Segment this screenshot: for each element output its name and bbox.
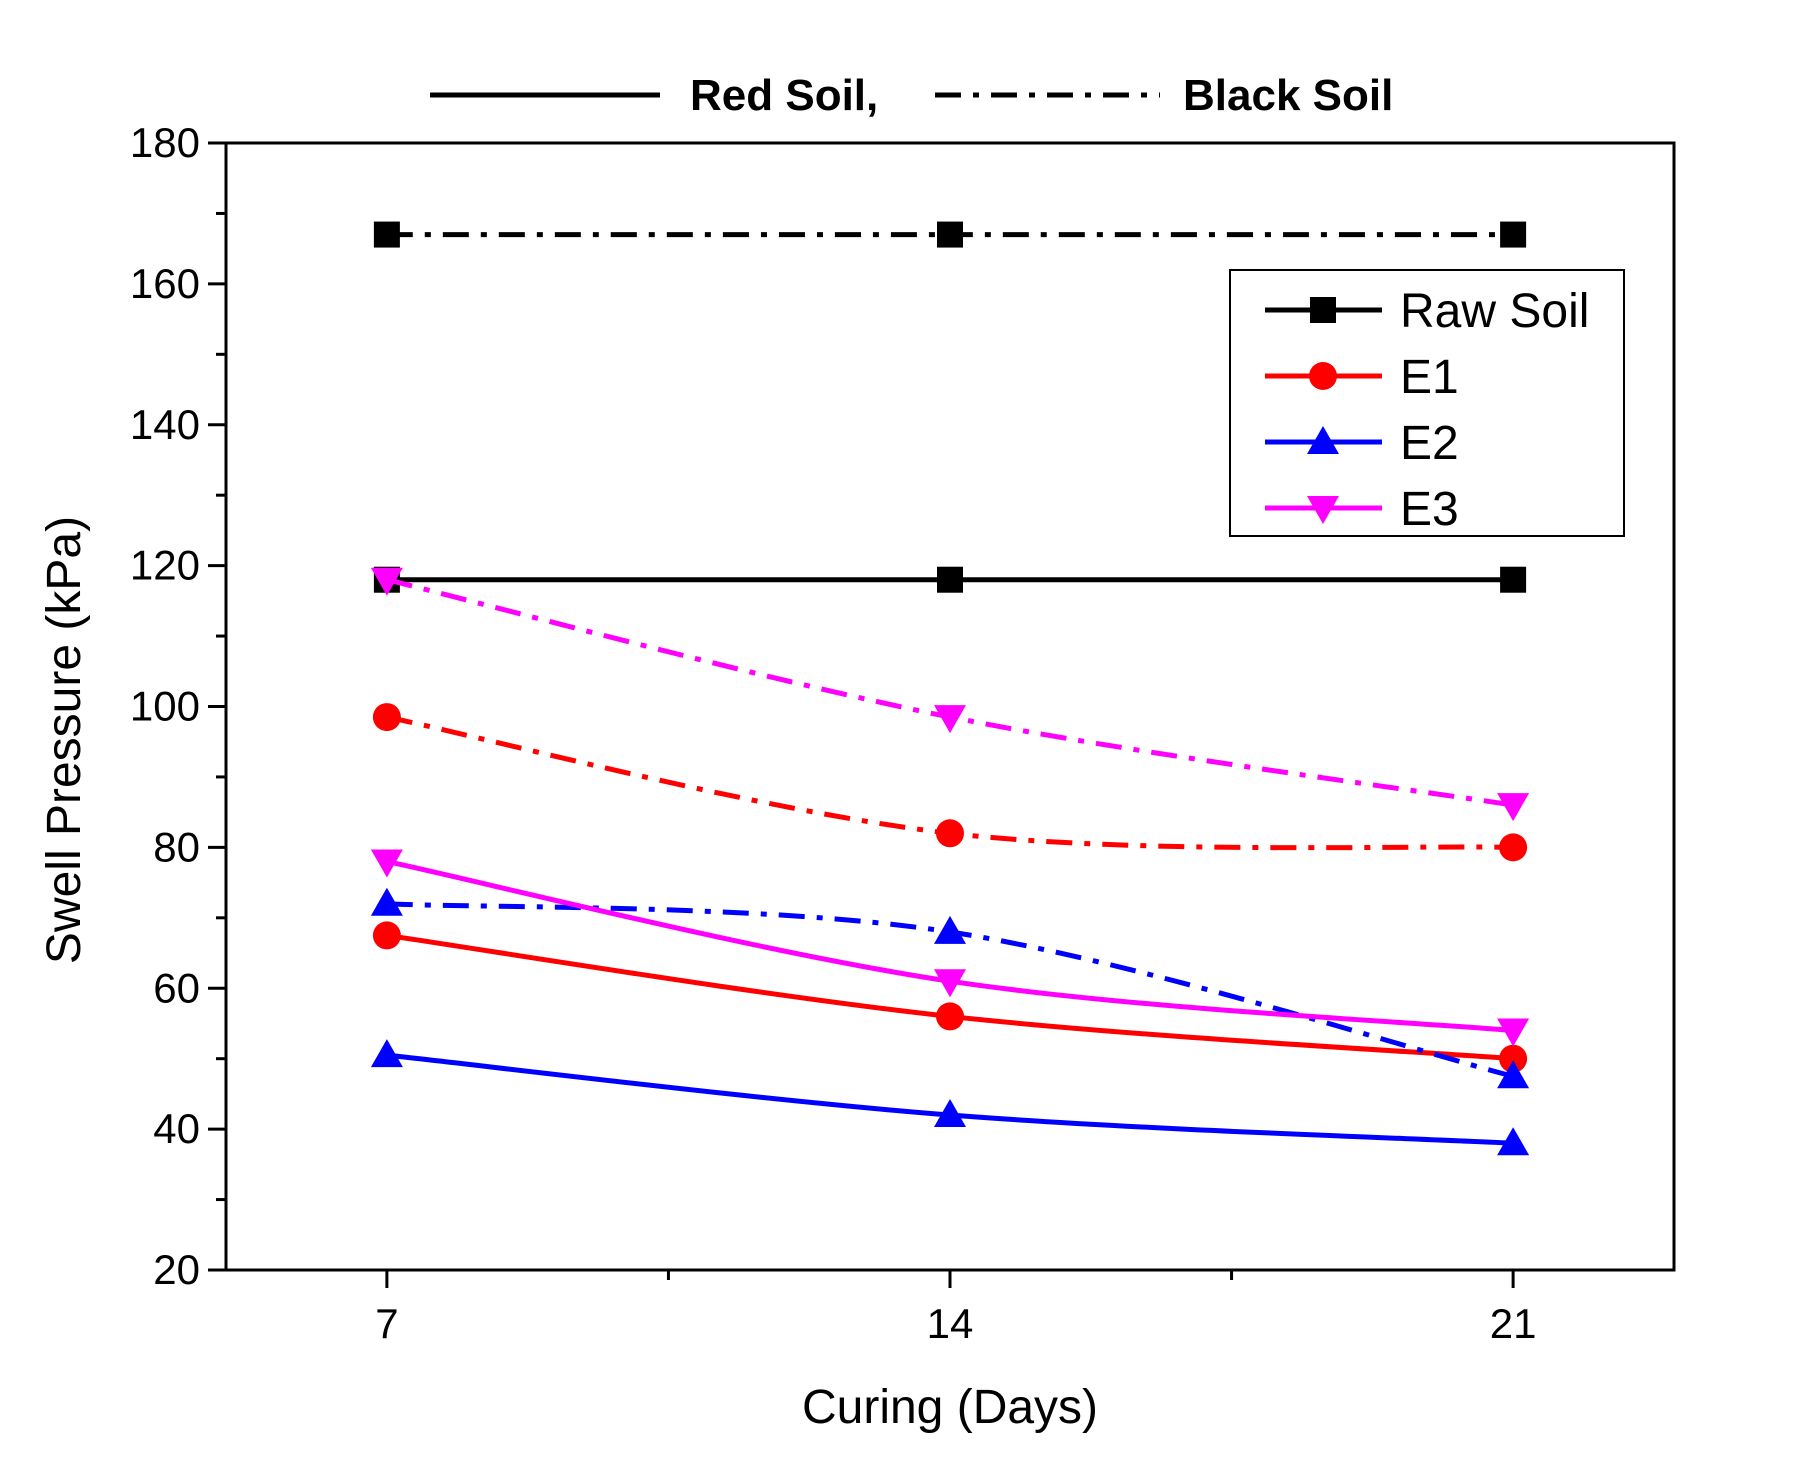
series-e1-red-soil (372, 921, 1528, 1073)
data-point (1499, 1044, 1528, 1073)
y-tick-label: 20 (153, 1246, 200, 1293)
y-axis-ticks: 20 40 60 80 100 120 140 160 180 (130, 119, 226, 1293)
data-point (936, 1002, 964, 1031)
data-point (370, 1039, 403, 1068)
legend-label: Raw Soil (1400, 285, 1589, 338)
y-tick-label: 100 (130, 683, 200, 730)
legend-entry: E1 (1265, 351, 1459, 404)
legend-marker (1307, 496, 1339, 524)
data-point (373, 221, 400, 248)
y-tick-label: 160 (130, 260, 200, 307)
series-e2-black-soil (370, 887, 1530, 1089)
data-point (370, 849, 403, 878)
x-axis-title: Curing (Days) (802, 1381, 1098, 1434)
data-point (372, 703, 401, 732)
series-raw-soil-black-soil (373, 221, 1527, 248)
data-point (934, 1099, 966, 1128)
legend-entry: Raw Soil (1265, 285, 1589, 338)
y-tick-label: 120 (130, 542, 200, 589)
x-tick-label: 7 (375, 1300, 398, 1347)
data-point (1497, 793, 1530, 822)
x-tick-label: 14 (927, 1300, 974, 1347)
series-e3-red-soil (370, 849, 1530, 1047)
series-e2-red-soil (370, 1039, 1530, 1156)
legend-label: E1 (1400, 351, 1459, 404)
data-point (937, 566, 963, 593)
data-point (1500, 566, 1527, 593)
red-soil-legend-label: Red Soil, (690, 71, 878, 120)
series-layer (370, 221, 1530, 1156)
series-e1-black-soil (372, 703, 1528, 862)
data-point (370, 567, 403, 596)
marker-legend: Raw Soil E1 E2 E3 (1229, 269, 1625, 537)
data-point (370, 887, 403, 916)
legend-entry: E3 (1265, 483, 1459, 536)
marker-legend-box (1229, 269, 1625, 537)
black-soil-legend-label: Black Soil (1183, 71, 1393, 120)
y-tick-label: 140 (130, 401, 200, 448)
legend-marker (1310, 297, 1336, 323)
x-axis-ticks: 7 14 21 (375, 1270, 1536, 1347)
data-point (937, 221, 963, 248)
y-axis-title: Swell Pressure (kPa) (38, 516, 91, 964)
legend-entry: E2 (1265, 417, 1459, 470)
data-point (1499, 833, 1528, 862)
data-point (372, 921, 401, 950)
legend-marker (1307, 426, 1339, 454)
data-point (1500, 221, 1527, 248)
data-point (1497, 1018, 1530, 1047)
data-point (936, 819, 964, 848)
data-point (934, 705, 966, 734)
x-tick-label: 21 (1490, 1300, 1537, 1347)
y-tick-label: 180 (130, 119, 200, 166)
series-e3-black-soil (370, 567, 1530, 822)
data-point (1497, 1127, 1530, 1156)
data-point (1497, 1060, 1530, 1089)
legend-label: E2 (1400, 417, 1459, 470)
y-tick-label: 80 (153, 823, 200, 870)
line-style-legend: Red Soil, Black Soil (430, 71, 1393, 120)
y-tick-label: 40 (153, 1105, 200, 1152)
legend-marker (1309, 362, 1337, 390)
data-point (934, 969, 966, 998)
data-point (934, 915, 966, 944)
y-tick-label: 60 (153, 964, 200, 1011)
legend-label: E3 (1400, 483, 1459, 536)
